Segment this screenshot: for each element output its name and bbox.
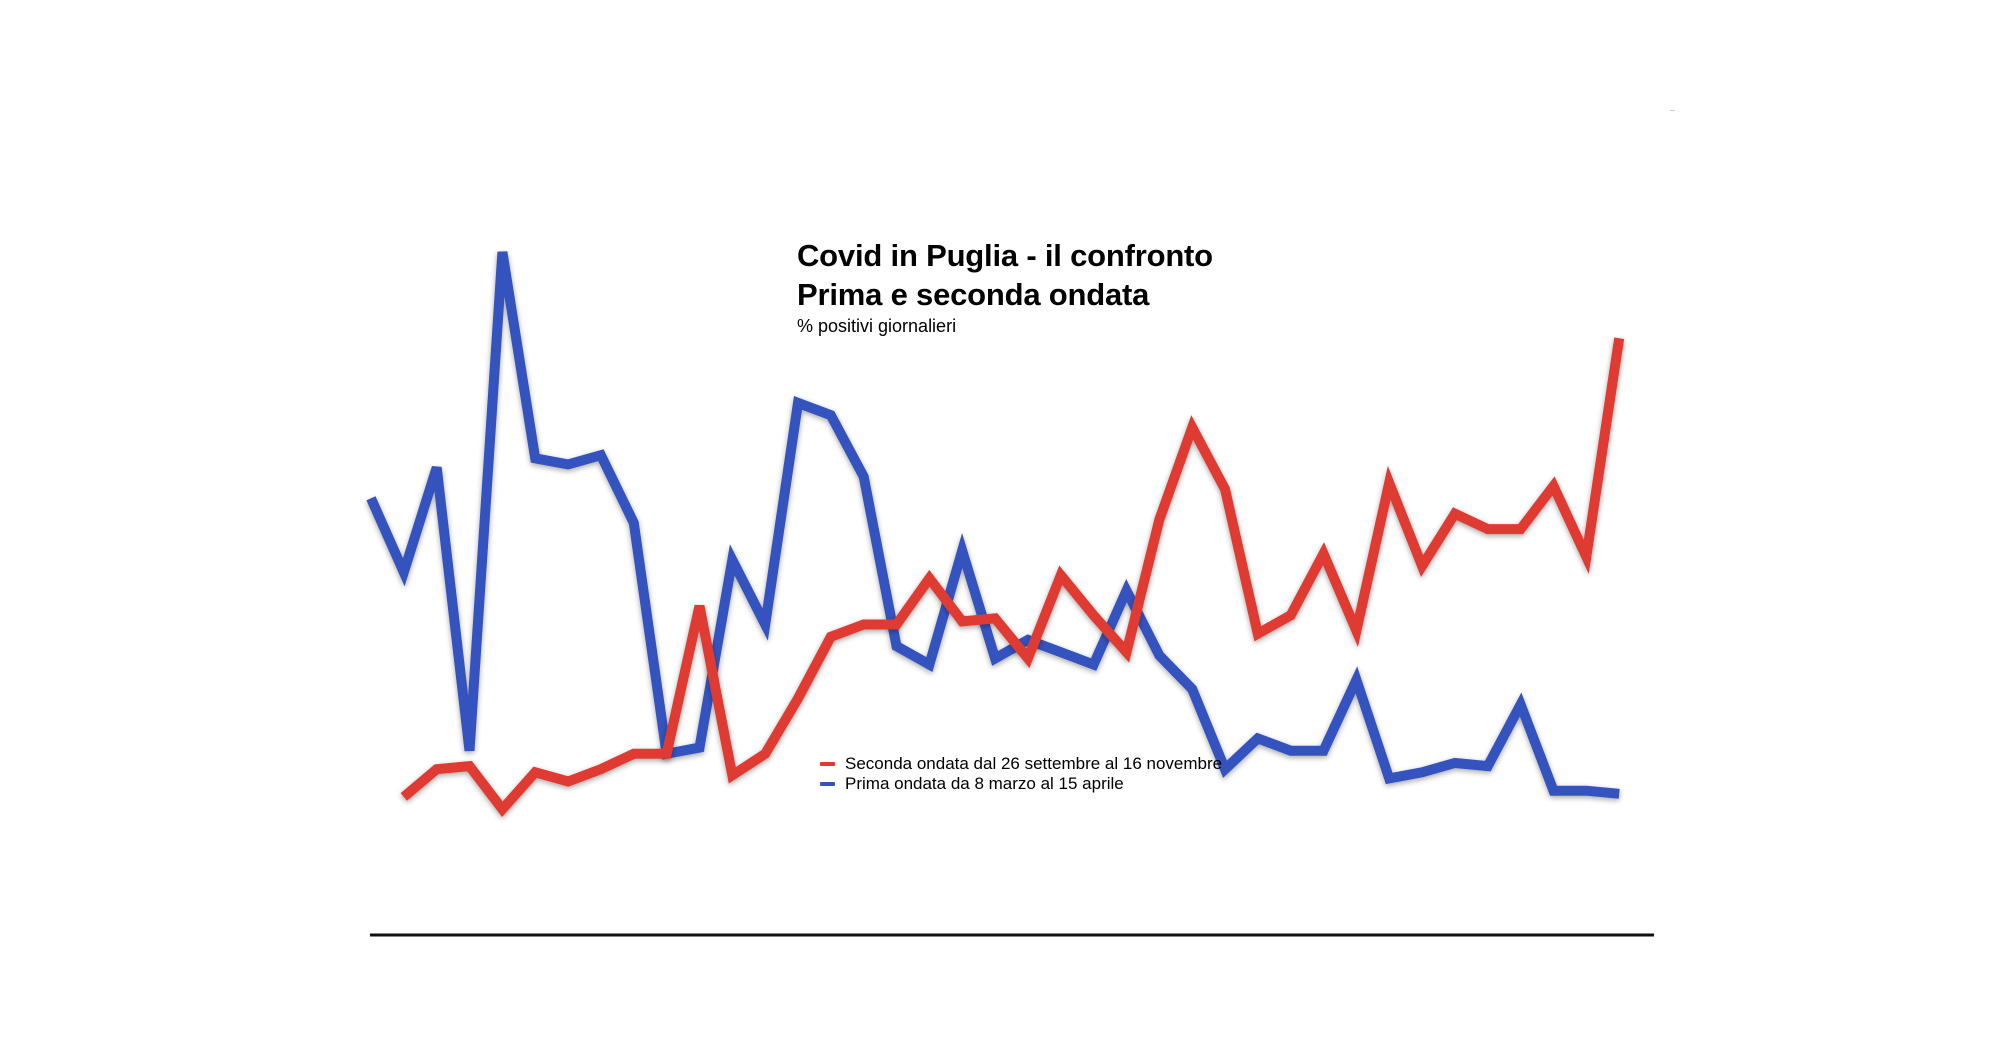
series-line-prima-ondata [366, 251, 1620, 799]
legend-item-prima: Prima ondata da 8 marzo al 15 aprile [820, 774, 1222, 794]
chart-title-line2: Prima e seconda ondata [797, 277, 1150, 312]
chart-subtitle: % positivi giornalieri [797, 316, 957, 336]
chart-title-block: Covid in Puglia - il confronto Prima e s… [797, 236, 1213, 337]
legend-swatch-seconda [820, 762, 835, 766]
chart-title: Covid in Puglia - il confronto [797, 238, 1213, 273]
legend-swatch-prima [820, 782, 835, 786]
legend-label-seconda: Seconda ondata dal 26 settembre al 16 no… [845, 754, 1223, 773]
legend-item-seconda: Seconda ondata dal 26 settembre al 16 no… [820, 754, 1222, 774]
chart-legend: Seconda ondata dal 26 settembre al 16 no… [820, 754, 1222, 794]
series-layer [366, 251, 1625, 818]
corner-mark [1670, 110, 1675, 111]
legend-label-prima: Prima ondata da 8 marzo al 15 aprile [845, 774, 1124, 793]
series-line-seconda-ondata [400, 337, 1625, 818]
